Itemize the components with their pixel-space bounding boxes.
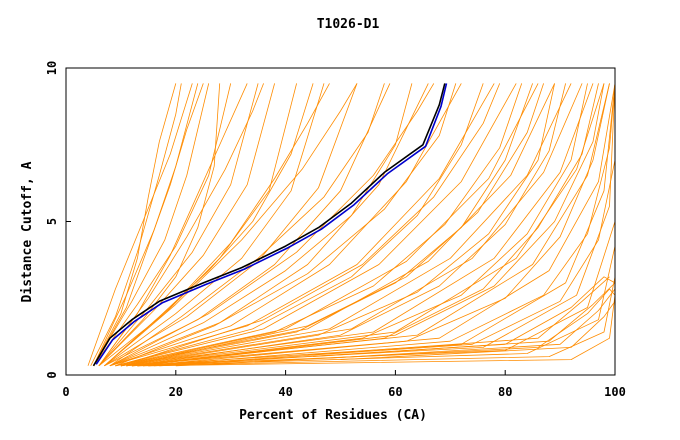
model-line-7 [98, 83, 275, 367]
model-line-59 [137, 83, 605, 367]
model-line-33 [329, 288, 616, 359]
model-line-19 [120, 83, 583, 367]
model-line-40 [120, 83, 533, 367]
model-line-13 [109, 83, 462, 367]
model-line-36 [98, 83, 221, 367]
highlight_a-line [95, 83, 448, 365]
model-line-37 [104, 83, 314, 367]
model-line-38 [109, 83, 413, 367]
model-line-43 [93, 83, 177, 366]
model-line-54 [98, 83, 264, 367]
y-tick-label-1: 5 [45, 218, 59, 225]
model-line-10 [104, 83, 358, 367]
model-line-18 [120, 83, 572, 367]
x-tick-label-5: 100 [604, 385, 626, 399]
model-line-58 [126, 83, 544, 367]
model-line-56 [109, 83, 435, 367]
x-axis-label: Percent of Residues (CA) [239, 408, 427, 423]
model-line-16 [115, 83, 539, 367]
model-line-11 [104, 83, 391, 367]
model-line-4 [93, 83, 210, 367]
model-line-6 [98, 83, 259, 367]
model-line-53 [90, 83, 182, 366]
model-line-46 [104, 83, 330, 367]
model-line-17 [115, 83, 555, 367]
x-tick-label-0: 0 [62, 385, 69, 399]
model-line-50 [126, 83, 555, 367]
model-line-49 [120, 83, 523, 367]
y-tick-label-2: 10 [45, 61, 59, 75]
model-line-15 [115, 83, 517, 367]
x-tick-label-1: 20 [169, 385, 183, 399]
model-line-20 [120, 83, 594, 367]
plot-lines [87, 83, 616, 367]
model-line-9 [104, 83, 325, 367]
model-line-12 [109, 83, 429, 367]
y-tick-label-0: 0 [45, 371, 59, 378]
model-line-2 [87, 83, 193, 366]
model-line-32 [313, 282, 616, 357]
model-line-55 [104, 83, 358, 367]
model-line-5 [93, 83, 232, 367]
model-line-35 [340, 301, 616, 360]
model-line-14 [109, 83, 495, 367]
model-line-44 [93, 83, 204, 366]
axis-ticks: 0 20 40 60 80 100 0 5 10 [45, 61, 626, 399]
model-line-51 [131, 83, 588, 367]
model-line-41 [131, 83, 566, 367]
chart-title: T1026-D1 [317, 17, 380, 32]
model-line-47 [109, 83, 385, 367]
model-line-60 [148, 83, 616, 367]
x-tick-label-3: 60 [388, 385, 402, 399]
highlight_b-line [92, 83, 446, 367]
model-line-57 [120, 83, 501, 367]
x-tick-label-4: 80 [498, 385, 512, 399]
model-line-31 [175, 288, 616, 367]
model-line-42 [137, 83, 599, 367]
y-axis-label: Distance Cutoff, A [20, 161, 35, 302]
x-tick-label-2: 40 [278, 385, 292, 399]
model-line-39 [115, 83, 484, 367]
model-line-21 [126, 83, 605, 367]
model-line-34 [307, 276, 610, 356]
model-line-52 [142, 83, 610, 367]
model-line-48 [115, 83, 457, 367]
model-line-23 [126, 83, 616, 367]
